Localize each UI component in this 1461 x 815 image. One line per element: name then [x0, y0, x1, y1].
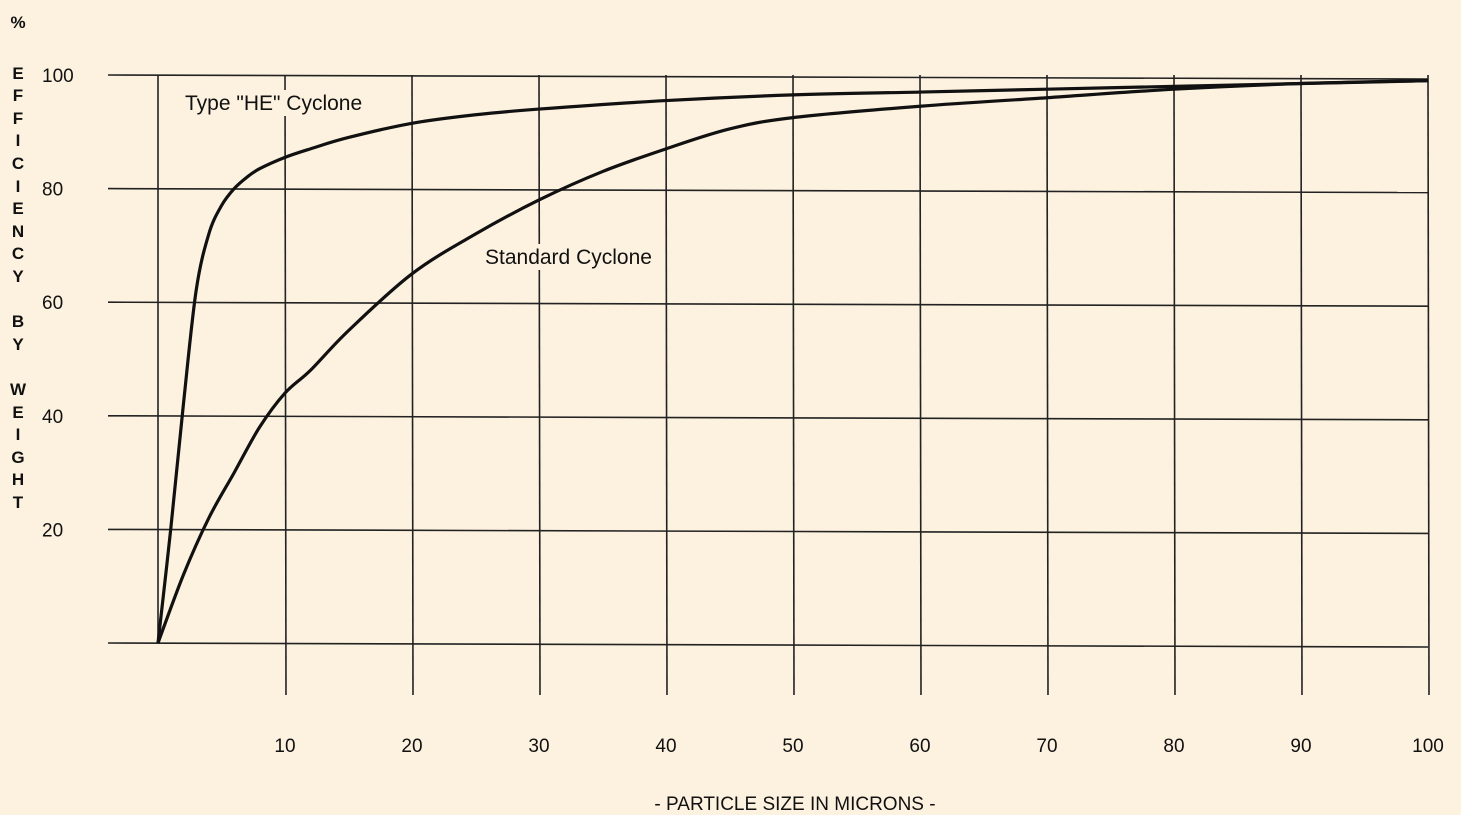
- y-axis-label-letter: [10, 289, 26, 312]
- y-axis-label-letter: E: [12, 63, 24, 83]
- grid-line-y-80: [107, 187, 1429, 194]
- y-axis-label-letter: I: [15, 131, 21, 151]
- grid-line-x-90: [1300, 74, 1303, 696]
- grid-line-x-30: [538, 74, 541, 696]
- annotation-bg: [481, 244, 658, 270]
- x-tick-label: 80: [1163, 736, 1184, 757]
- y-axis-label-letter: C: [11, 244, 25, 264]
- x-tick-label: 30: [528, 736, 549, 757]
- grid-line-x-20: [411, 74, 414, 696]
- grid-line-x-10: [284, 74, 287, 696]
- y-axis-label-letter: I: [15, 176, 21, 196]
- x-tick-label: 100: [1412, 736, 1444, 757]
- grid-line-x-100: [1427, 74, 1430, 696]
- series-line-1: [156, 79, 1429, 644]
- x-tick-label: 10: [274, 736, 295, 757]
- y-axis-label-letter: Y: [12, 266, 24, 286]
- y-tick-label: 100: [42, 66, 74, 87]
- series-annotation: Standard Cyclone: [485, 246, 652, 269]
- y-axis-label-letter: F: [12, 86, 24, 106]
- y-axis-label-letter: W: [10, 379, 27, 399]
- grid-line-y-0: [107, 642, 1429, 648]
- grid-line-y-100: [107, 74, 1429, 80]
- y-tick-label: 20: [42, 520, 63, 541]
- y-axis-label-letter: N: [11, 221, 25, 241]
- x-tick-label: 70: [1036, 736, 1057, 757]
- grid-line-y-20: [107, 528, 1429, 535]
- grid-line-y-60: [107, 301, 1429, 308]
- grid-line-x-40: [665, 74, 668, 696]
- y-tick-label: 60: [42, 293, 63, 314]
- y-axis-label-letter: E: [12, 402, 24, 422]
- y-axis-label-letter: C: [11, 153, 25, 173]
- grid-line-x-70: [1046, 74, 1049, 696]
- x-axis-label: - PARTICLE SIZE IN MICRONS -: [654, 794, 935, 815]
- grid-line-x-50: [792, 74, 795, 696]
- y-axis-label-letter: T: [12, 492, 24, 512]
- y-axis-label-letter: [10, 356, 26, 379]
- x-tick-label: 20: [401, 736, 422, 757]
- series-annotation: Type "HE" Cyclone: [185, 92, 362, 115]
- y-axis-unit: %: [10, 13, 26, 32]
- grid-line-y-40: [107, 414, 1429, 421]
- annotation-bg: [181, 90, 369, 116]
- y-axis-label-letter: E: [12, 199, 24, 219]
- y-axis-label-letter: F: [12, 108, 24, 128]
- x-tick-label: 50: [782, 736, 803, 757]
- grid-line-x-60: [919, 74, 922, 696]
- y-axis-label-letter: Y: [12, 334, 24, 354]
- y-tick-label: 80: [42, 180, 63, 201]
- series-line-0: [156, 79, 1429, 644]
- y-axis-label-letter: H: [11, 470, 25, 490]
- x-tick-label: 60: [909, 736, 930, 757]
- grid-line-x-80: [1173, 74, 1176, 696]
- x-tick-label: 40: [655, 736, 676, 757]
- y-axis-label-letter: I: [15, 425, 21, 445]
- y-axis-label-letter: B: [11, 312, 25, 332]
- y-tick-label: 40: [42, 407, 63, 428]
- y-axis-label-letter: G: [11, 447, 25, 467]
- x-tick-label: 90: [1290, 736, 1311, 757]
